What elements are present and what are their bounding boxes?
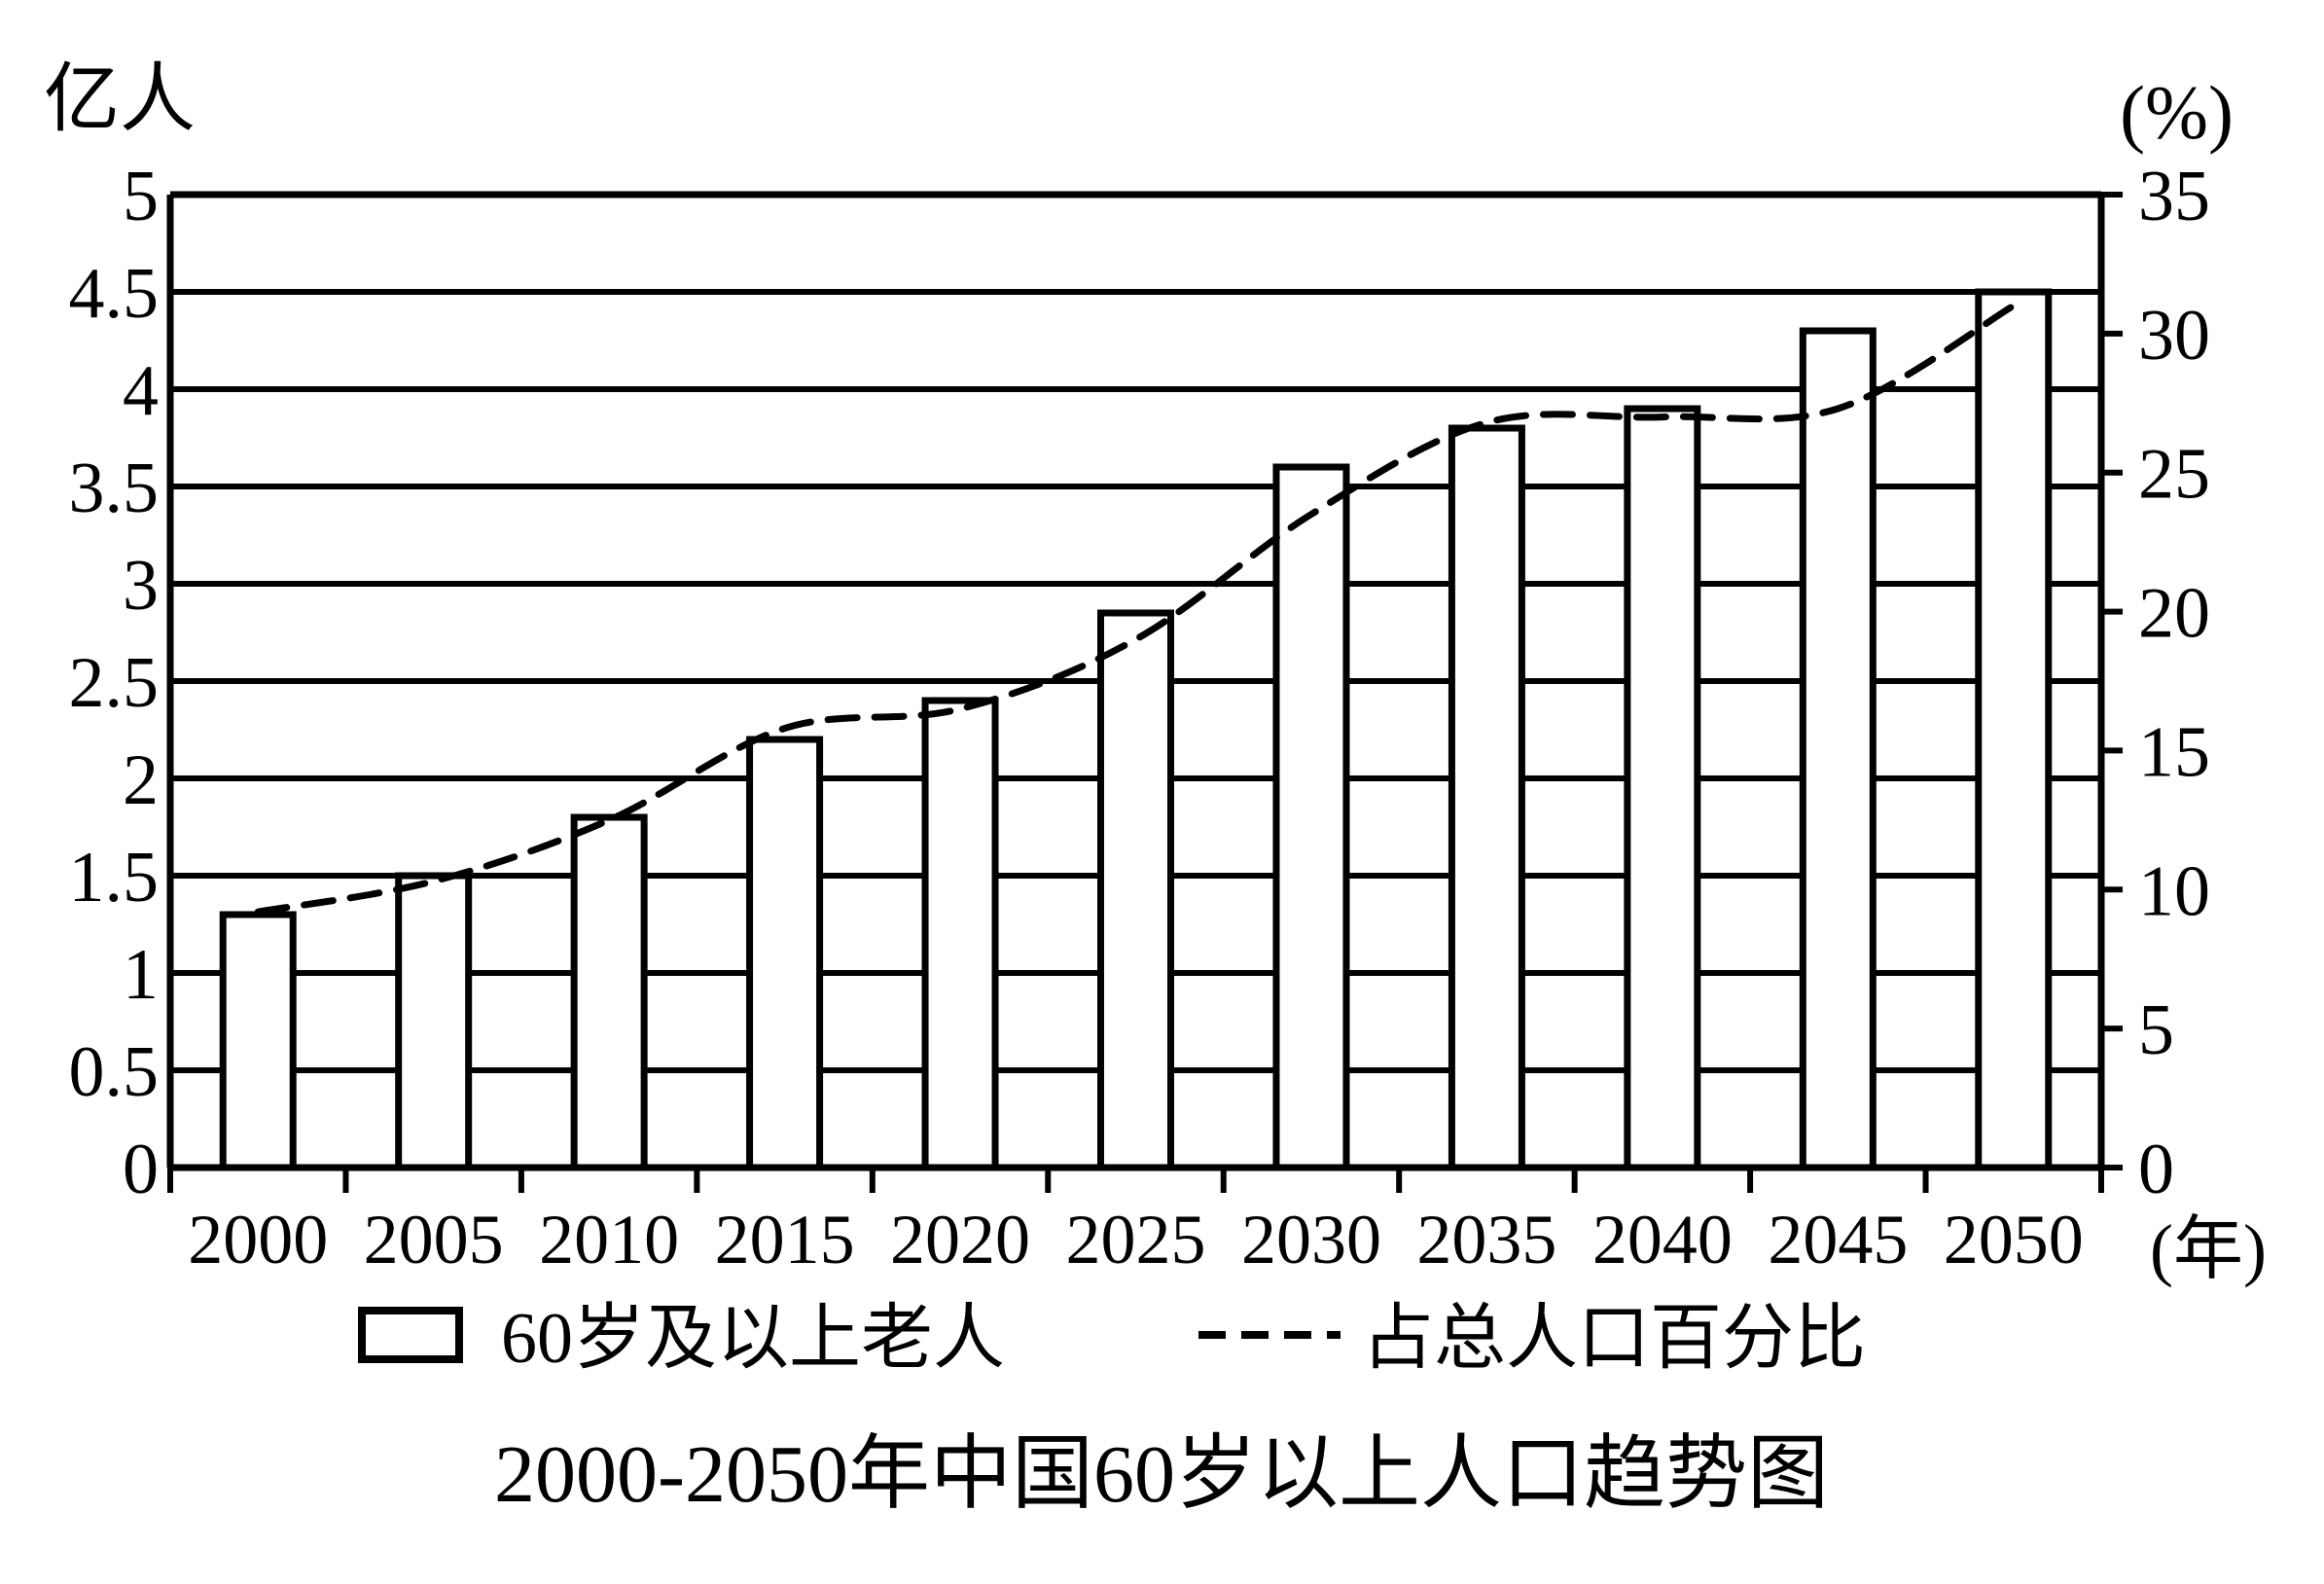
bar-2010 bbox=[570, 813, 648, 1171]
bars bbox=[219, 288, 2053, 1171]
left-tick-label: 3 bbox=[123, 546, 159, 626]
right-tick-label: 15 bbox=[2138, 712, 2210, 792]
right-tick-label: 30 bbox=[2138, 296, 2210, 376]
left-tick-label: 3.5 bbox=[69, 449, 160, 528]
legend-line-label: 占总人口百分比 bbox=[1362, 1299, 1866, 1379]
bar-2030 bbox=[1272, 463, 1350, 1171]
x-tick-label: 2015 bbox=[715, 1201, 855, 1278]
left-tick-label: 2 bbox=[123, 740, 159, 820]
bar-2025 bbox=[1097, 609, 1174, 1171]
x-tick-label: 2005 bbox=[364, 1201, 504, 1278]
left-tick-label: 0.5 bbox=[69, 1032, 160, 1112]
bar-2020 bbox=[921, 697, 999, 1171]
left-tick-label: 1 bbox=[123, 935, 159, 1015]
legend: 60岁及以上老人 占总人口百分比 bbox=[358, 1299, 1866, 1379]
bar-2045 bbox=[1799, 327, 1877, 1171]
x-axis-unit: (年) bbox=[2150, 1210, 2267, 1288]
bar-2000 bbox=[219, 911, 297, 1171]
x-tick-label: 2000 bbox=[188, 1201, 328, 1278]
left-tick-label: 4.5 bbox=[69, 254, 160, 334]
bar-2050 bbox=[1975, 288, 2053, 1171]
chart-title: 2000-2050年中国60岁以上人口趋势图 bbox=[494, 1429, 1829, 1520]
bar-2005 bbox=[395, 872, 473, 1171]
bar-2035 bbox=[1448, 424, 1525, 1171]
left-tick-label: 5 bbox=[123, 157, 159, 236]
right-tick-label: 20 bbox=[2138, 574, 2210, 654]
legend-bar-label: 60岁及以上老人 bbox=[501, 1299, 1005, 1379]
x-tick-label: 2050 bbox=[1944, 1201, 2084, 1278]
x-tick-label: 2030 bbox=[1241, 1201, 1381, 1278]
x-tick-label: 2035 bbox=[1416, 1201, 1556, 1278]
left-tick-label: 0 bbox=[123, 1130, 159, 1209]
x-tick-label: 2020 bbox=[890, 1201, 1030, 1278]
axes bbox=[166, 191, 2123, 1193]
right-tick-label: 35 bbox=[2138, 157, 2210, 236]
right-tick-label: 25 bbox=[2138, 435, 2210, 515]
left-axis-unit: 亿人 bbox=[44, 56, 196, 141]
right-axis-unit: (%) bbox=[2120, 70, 2234, 155]
right-tick-label: 0 bbox=[2138, 1130, 2174, 1209]
x-tick-label: 2010 bbox=[539, 1201, 679, 1278]
right-tick-label: 5 bbox=[2138, 990, 2174, 1070]
bar-2015 bbox=[746, 736, 824, 1171]
right-tick-label: 10 bbox=[2138, 851, 2210, 931]
bar-2040 bbox=[1624, 405, 1701, 1171]
x-tick-label: 2025 bbox=[1066, 1201, 1206, 1278]
x-tick-label: 2045 bbox=[1768, 1201, 1908, 1278]
x-tick-label: 2040 bbox=[1592, 1201, 1733, 1278]
left-tick-label: 1.5 bbox=[69, 838, 160, 918]
left-tick-label: 2.5 bbox=[69, 643, 160, 723]
legend-bar-swatch bbox=[358, 1307, 463, 1363]
left-tick-label: 4 bbox=[123, 351, 159, 431]
